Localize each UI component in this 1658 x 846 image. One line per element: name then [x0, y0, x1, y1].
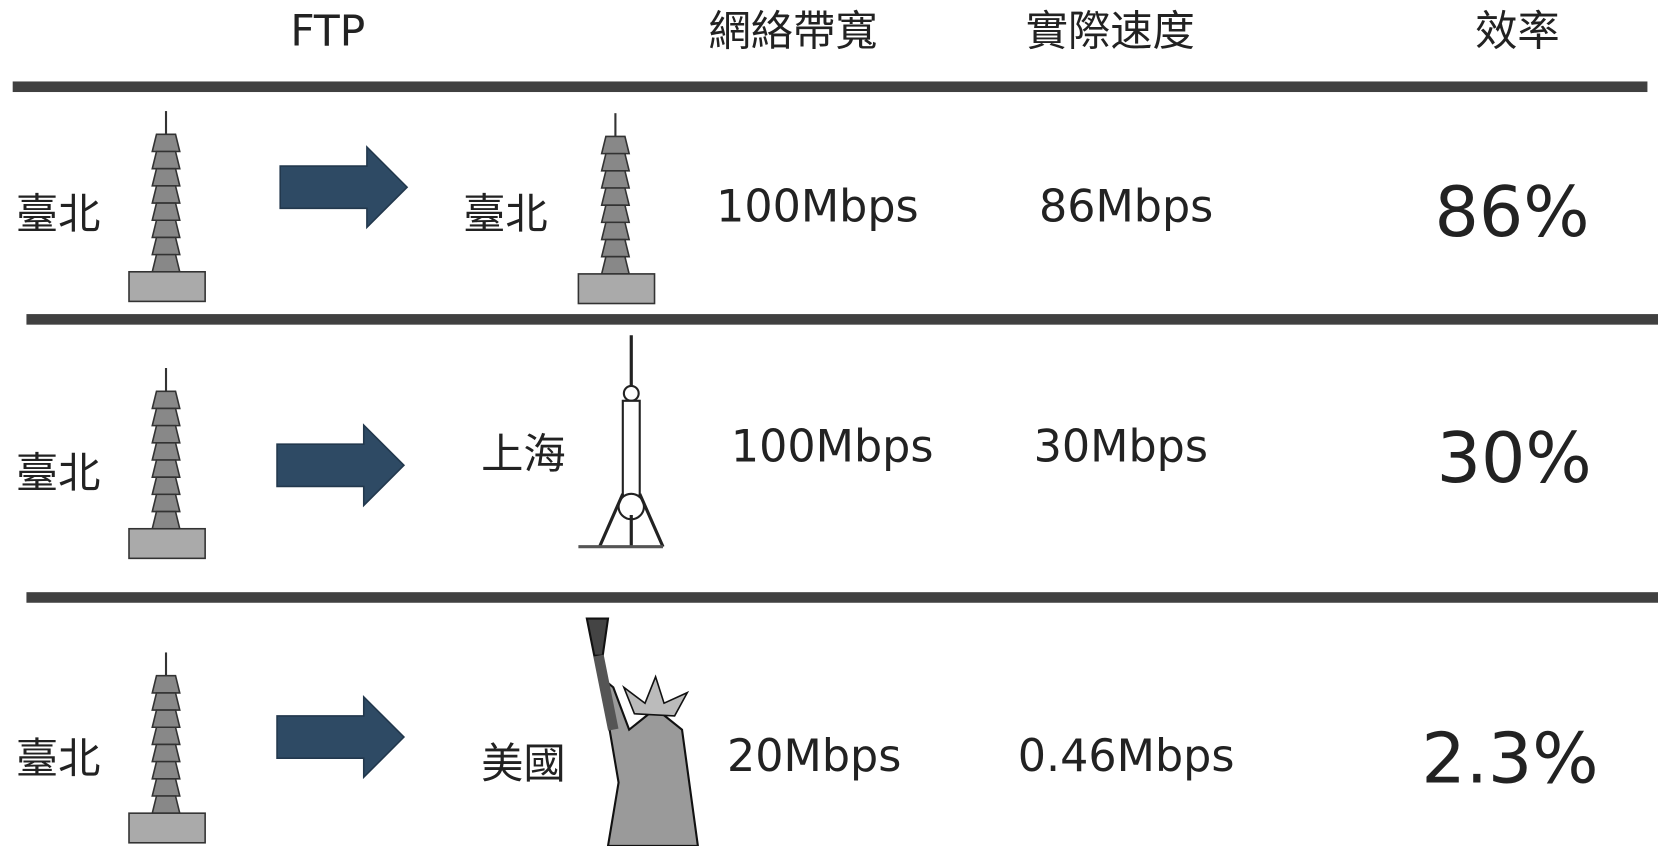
origin-city: 臺北	[16, 448, 101, 497]
destination-city: 上海	[481, 429, 566, 478]
tower-segment	[151, 133, 181, 153]
taipei-101-icon	[128, 368, 206, 560]
origin-city: 臺北	[16, 189, 101, 238]
tower-segment	[600, 221, 631, 241]
small-sphere	[622, 384, 640, 402]
divider	[26, 592, 1658, 603]
arrow	[279, 145, 409, 230]
tower-segment	[151, 510, 181, 530]
tower-segment	[151, 219, 181, 239]
arm	[593, 654, 619, 731]
tower-segment	[151, 424, 181, 444]
bandwidth: 100Mbps	[716, 181, 919, 232]
tower-segment	[600, 187, 631, 206]
tower-segment	[151, 407, 181, 427]
tower-segment	[151, 709, 181, 729]
tower-segment	[151, 459, 181, 478]
tower-segment	[151, 253, 181, 273]
tower-segment	[600, 152, 631, 172]
legs	[598, 493, 665, 548]
pearl-tower-icon	[578, 335, 665, 549]
tower-segment	[151, 390, 181, 410]
taipei-101-icon	[577, 113, 656, 305]
actual-speed: 0.46Mbps	[1018, 731, 1235, 782]
tower-segment	[600, 204, 631, 224]
tower-segment	[151, 692, 181, 711]
arrow	[276, 694, 406, 780]
torch	[585, 617, 610, 657]
taipei-101-icon	[128, 652, 206, 844]
bandwidth: 20Mbps	[727, 731, 901, 782]
taipei-101-icon	[128, 111, 206, 303]
statue-of-liberty-icon	[585, 617, 699, 846]
tower-base	[128, 270, 206, 303]
statue-body	[599, 674, 699, 846]
destination-city: 臺北	[463, 189, 548, 238]
tower-segment	[600, 135, 631, 155]
column-header: FTP	[290, 6, 365, 55]
divider	[12, 81, 1648, 93]
bandwidth: 100Mbps	[731, 421, 934, 472]
tower-base	[128, 527, 206, 560]
tower-segment	[600, 238, 631, 258]
divider	[26, 314, 1658, 325]
tower-segment	[151, 795, 181, 814]
tower-segment	[151, 442, 181, 461]
tower-segment	[600, 255, 631, 275]
tower-base	[577, 273, 656, 305]
tower-segment	[151, 778, 181, 797]
origin-city: 臺北	[16, 734, 101, 783]
tower-segment	[151, 150, 181, 170]
tower-segment	[151, 493, 181, 513]
column-header: 實際速度	[1026, 6, 1195, 55]
shaft	[621, 399, 641, 503]
tower-segment	[151, 743, 181, 763]
actual-speed: 30Mbps	[1034, 421, 1208, 472]
tower-segment	[151, 185, 181, 204]
tower-segment	[151, 202, 181, 222]
tower-segment	[151, 726, 181, 746]
column-header: 效率	[1475, 6, 1560, 55]
tower-segment	[151, 760, 181, 780]
tower-segment	[600, 170, 631, 189]
actual-speed: 86Mbps	[1039, 181, 1213, 232]
arrow	[276, 423, 406, 508]
tower-base	[128, 812, 206, 844]
destination-city: 美國	[481, 739, 566, 788]
tower-segment	[151, 236, 181, 256]
tower-segment	[151, 476, 181, 496]
tower-segment	[151, 167, 181, 187]
crown	[622, 674, 690, 717]
efficiency: 30%	[1437, 418, 1592, 499]
column-header: 網絡帶寬	[708, 6, 877, 55]
tower-segment	[151, 674, 181, 694]
efficiency: 2.3%	[1421, 719, 1598, 800]
efficiency: 86%	[1435, 172, 1590, 253]
